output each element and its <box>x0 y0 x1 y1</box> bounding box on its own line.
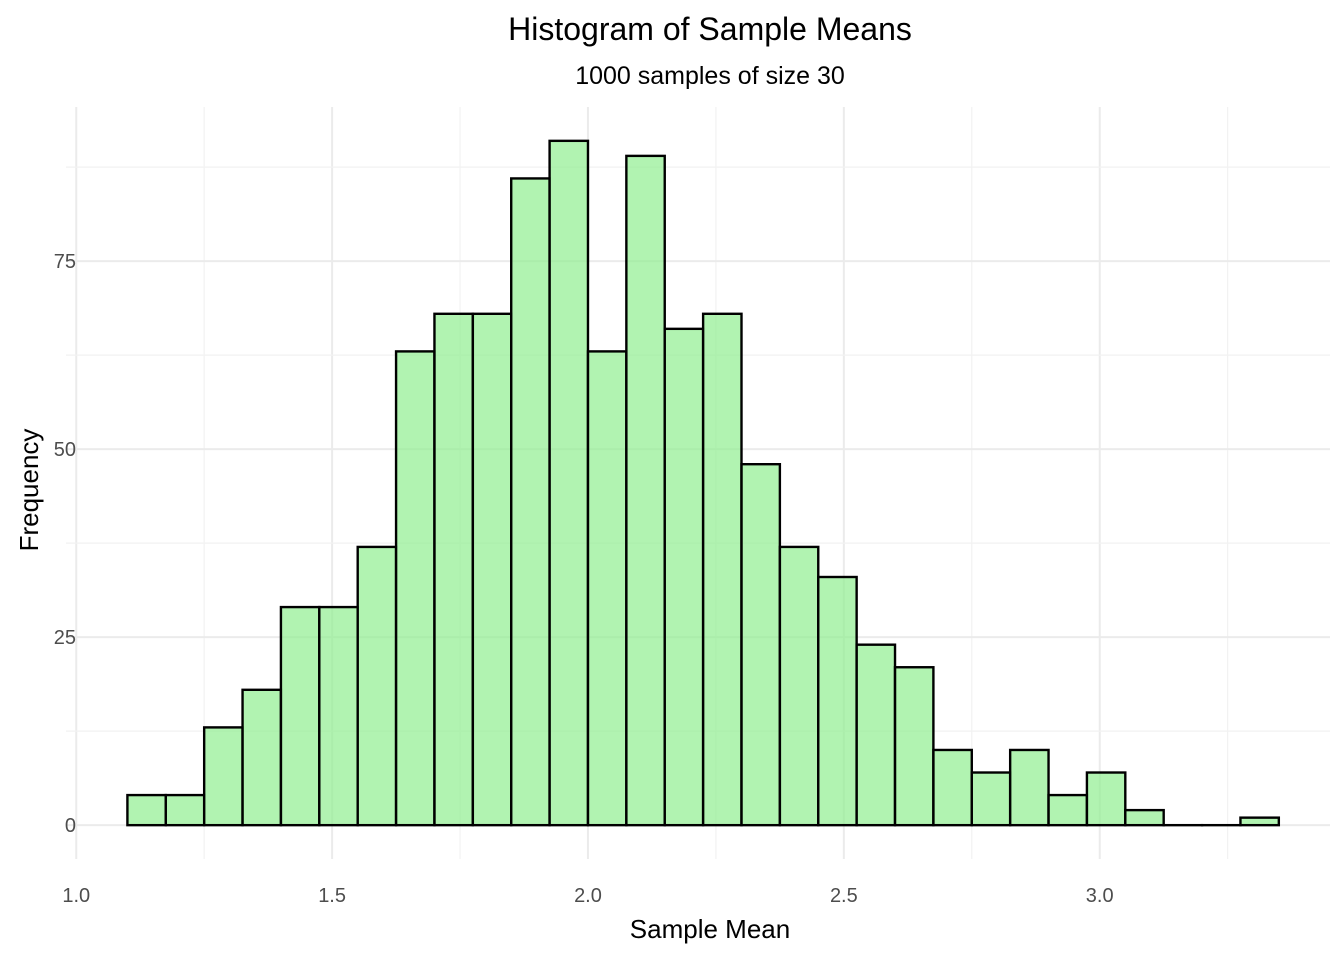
histogram-bar <box>394 350 436 827</box>
histogram-bar <box>855 643 897 827</box>
histogram-bar <box>471 312 513 827</box>
y-tick-label: 0 <box>65 815 76 837</box>
histogram-bar <box>318 605 359 827</box>
histogram-bar <box>164 793 206 827</box>
histogram-bar <box>548 139 590 827</box>
x-tick-label: 1.5 <box>318 885 346 907</box>
x-tick-label: 3.0 <box>1086 885 1114 907</box>
histogram-bar <box>701 312 743 827</box>
histogram-bars <box>126 139 1281 827</box>
histogram-bar <box>1239 816 1281 827</box>
y-axis-tick-labels: 0 25 50 75 <box>54 251 76 837</box>
histogram-bar <box>625 154 666 827</box>
histogram-bar <box>778 545 820 827</box>
histogram-bar <box>932 748 973 827</box>
x-axis-tick-labels: 1.0 1.5 2.0 2.5 3.0 <box>62 885 1113 907</box>
x-axis-title: Sample Mean <box>630 914 790 944</box>
chart-subtitle: 1000 samples of size 30 <box>575 62 845 90</box>
histogram-bar <box>202 726 244 827</box>
histogram-bar <box>433 312 475 827</box>
histogram-bar <box>126 793 167 827</box>
histogram-bar <box>356 545 398 827</box>
histogram-bar <box>241 688 283 827</box>
histogram-bar <box>893 666 935 827</box>
y-axis-title: Frequency <box>14 429 44 552</box>
histogram-bar <box>817 575 858 827</box>
y-tick-label: 25 <box>54 627 76 649</box>
histogram-bar <box>1124 808 1165 827</box>
histogram-bar <box>1085 771 1127 827</box>
histogram-bar <box>740 463 782 827</box>
y-tick-label: 75 <box>54 251 76 273</box>
histogram-bar <box>586 350 628 827</box>
histogram-bar <box>1008 748 1050 827</box>
histogram-bar <box>279 605 321 827</box>
chart-title: Histogram of Sample Means <box>508 11 912 47</box>
histogram-bar <box>663 327 705 827</box>
x-tick-label: 2.5 <box>830 885 858 907</box>
histogram-bar <box>510 177 551 827</box>
histogram-bar <box>1047 793 1089 827</box>
histogram-bar <box>970 771 1012 827</box>
y-tick-label: 50 <box>54 439 76 461</box>
x-tick-label: 1.0 <box>62 885 90 907</box>
x-tick-label: 2.0 <box>574 885 602 907</box>
